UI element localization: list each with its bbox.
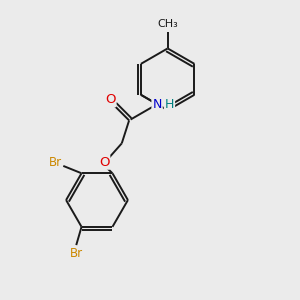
Text: H: H	[165, 98, 174, 111]
Text: N: N	[152, 98, 162, 111]
Text: CH₃: CH₃	[157, 19, 178, 29]
Text: Br: Br	[49, 157, 62, 169]
Text: Br: Br	[70, 247, 83, 260]
Text: O: O	[99, 156, 109, 169]
Text: O: O	[105, 93, 116, 106]
